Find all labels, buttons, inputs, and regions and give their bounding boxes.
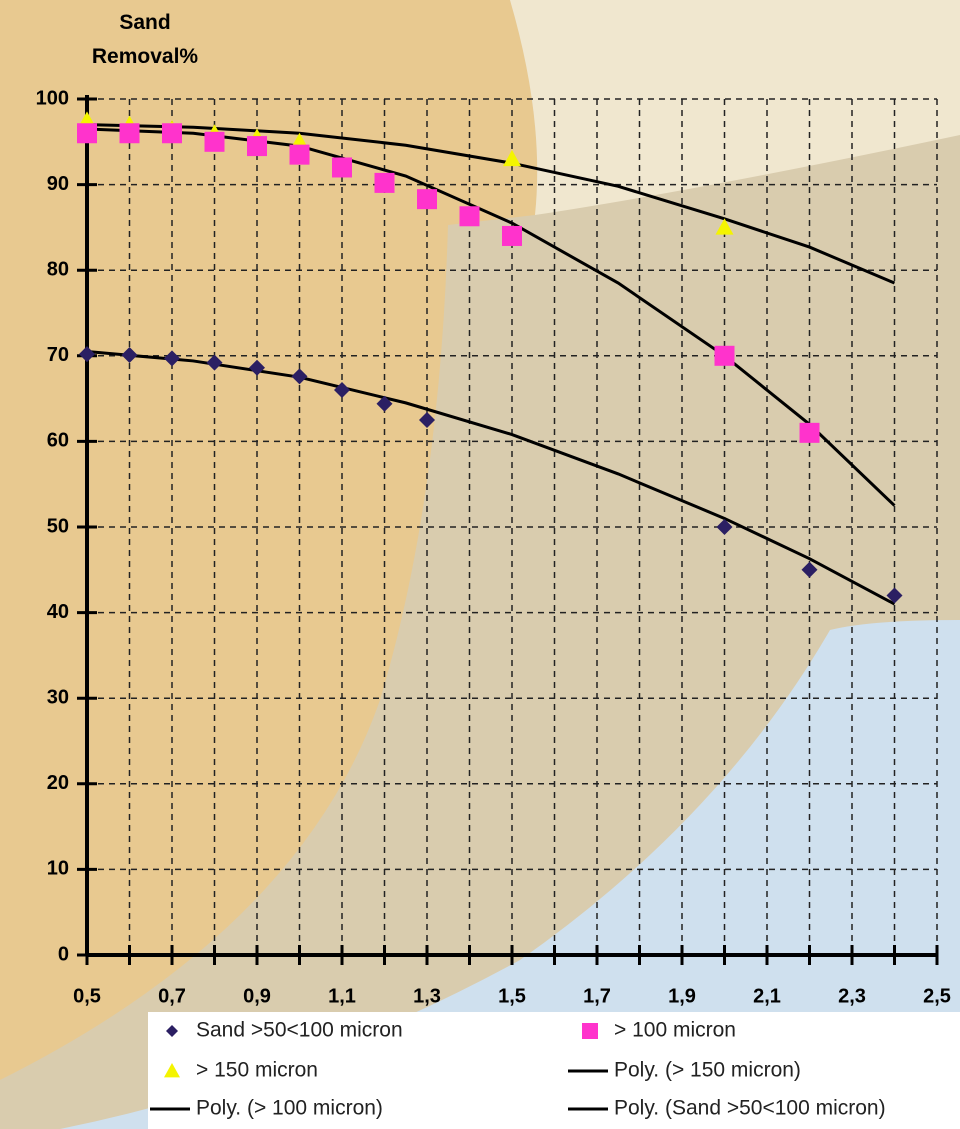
square-marker [375,173,395,193]
square-marker [417,189,437,209]
y-axis-label: Sand Removal% [80,6,210,74]
square-marker [162,123,182,143]
y-tick-label: 70 [47,344,69,366]
x-tick-label: 1,7 [583,985,611,1007]
page: 0 10 20 30 40 50 60 70 80 90 100 0,5 0,7 0,9 1,1 1,3 1,5… [0,0,960,1129]
x-tick-label: 1,5 [498,985,526,1007]
x-tick-label: 2,5 [923,985,951,1007]
square-marker [77,123,97,143]
legend-label: > 150 micron [196,1059,318,1082]
y-tick-label: 30 [47,686,69,708]
x-tick-label: 0,9 [243,985,271,1007]
square-marker [120,123,140,143]
y-tick-label: 20 [47,772,69,794]
x-tick-label: 2,1 [753,985,781,1007]
square-marker [502,226,522,246]
y-tick-label: 60 [47,430,69,452]
x-tick-label: 0,7 [158,985,186,1007]
square-marker [582,1023,598,1039]
x-tick-label: 0,5 [73,985,101,1007]
legend-label: Sand >50<100 micron [196,1019,403,1042]
legend-label: Poly. (> 150 micron) [614,1059,801,1082]
y-tick-label: 40 [47,601,69,623]
y-tick-label: 10 [47,858,69,880]
y-tick-label: 80 [47,258,69,280]
x-tick-label: 2,3 [838,985,866,1007]
y-tick-label: 90 [47,173,69,195]
square-marker [247,136,267,156]
legend-label: Poly. (Sand >50<100 micron) [614,1097,886,1120]
legend-label: > 100 micron [614,1019,736,1042]
y-tick-label: 0 [58,943,69,965]
y-tick-label: 50 [47,515,69,537]
square-marker [205,132,225,152]
square-marker [800,423,820,443]
chart: 0 10 20 30 40 50 60 70 80 90 100 0,5 0,7 0,9 1,1 1,3 1,5… [0,0,960,1129]
y-tick-label: 100 [36,87,69,109]
legend-label: Poly. (> 100 micron) [196,1097,383,1120]
square-marker [290,145,310,165]
x-tick-label: 1,1 [328,985,356,1007]
x-tick-label: 1,3 [413,985,441,1007]
square-marker [332,157,352,177]
square-marker [715,346,735,366]
x-tick-label: 1,9 [668,985,696,1007]
square-marker [460,206,480,226]
